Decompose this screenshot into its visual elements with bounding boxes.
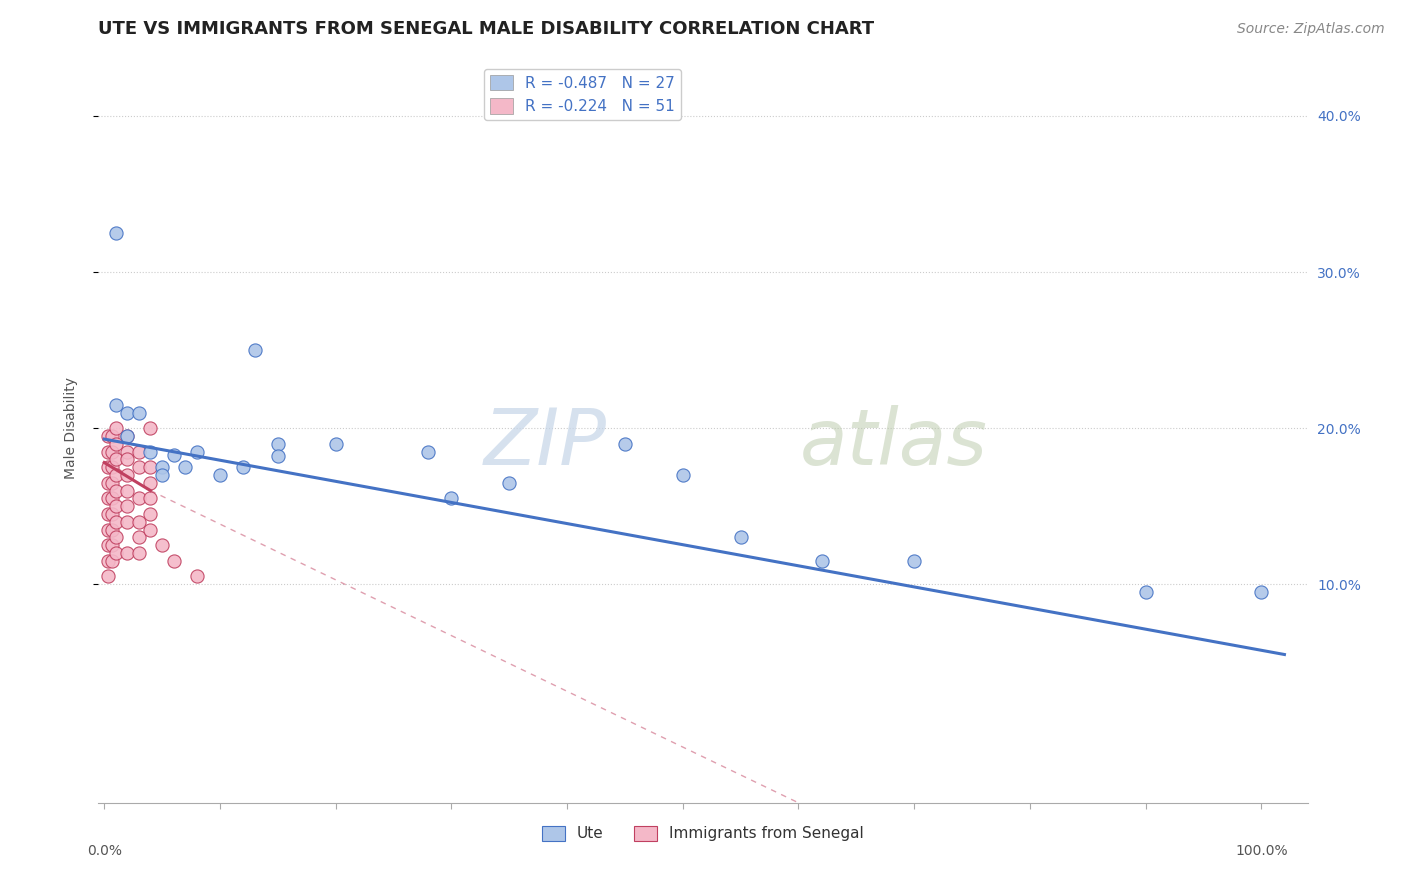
Point — [128, 515, 150, 529]
Point — [267, 436, 290, 450]
Point — [117, 515, 139, 529]
Point — [104, 436, 127, 450]
Point — [97, 554, 120, 568]
Point — [104, 467, 127, 482]
Point — [1250, 585, 1272, 599]
Point — [139, 421, 162, 435]
Point — [498, 475, 520, 490]
Point — [903, 554, 925, 568]
Point — [150, 460, 173, 475]
Point — [139, 523, 162, 537]
Point — [139, 475, 162, 490]
Text: 0.0%: 0.0% — [87, 844, 122, 858]
Point — [139, 460, 162, 475]
Point — [139, 507, 162, 521]
Text: 100.0%: 100.0% — [1234, 844, 1288, 858]
Y-axis label: Male Disability: Male Disability — [63, 377, 77, 479]
Point — [97, 569, 120, 583]
Point — [243, 343, 266, 358]
Point — [101, 444, 124, 458]
Point — [97, 444, 120, 458]
Point — [97, 460, 120, 475]
Point — [325, 436, 347, 450]
Point — [128, 530, 150, 544]
Point — [117, 444, 139, 458]
Point — [97, 491, 120, 506]
Point — [97, 507, 120, 521]
Point — [267, 450, 290, 464]
Point — [104, 500, 127, 514]
Point — [97, 475, 120, 490]
Point — [150, 538, 173, 552]
Point — [139, 491, 162, 506]
Point — [418, 444, 440, 458]
Point — [101, 538, 124, 552]
Point — [128, 491, 150, 506]
Point — [104, 398, 127, 412]
Point — [208, 467, 231, 482]
Point — [232, 460, 254, 475]
Text: atlas: atlas — [800, 405, 987, 481]
Point — [186, 444, 208, 458]
Point — [101, 429, 124, 443]
Point — [672, 467, 695, 482]
Point — [810, 554, 832, 568]
Point — [174, 460, 197, 475]
Point — [101, 475, 124, 490]
Point — [97, 538, 120, 552]
Point — [128, 460, 150, 475]
Point — [101, 523, 124, 537]
Point — [117, 452, 139, 467]
Point — [101, 507, 124, 521]
Point — [104, 546, 127, 560]
Point — [104, 530, 127, 544]
Point — [101, 491, 124, 506]
Point — [104, 483, 127, 498]
Point — [117, 467, 139, 482]
Point — [104, 421, 127, 435]
Point — [117, 405, 139, 420]
Point — [128, 444, 150, 458]
Legend: Ute, Immigrants from Senegal: Ute, Immigrants from Senegal — [536, 820, 870, 847]
Point — [150, 467, 173, 482]
Point — [1135, 585, 1157, 599]
Point — [440, 491, 463, 506]
Point — [128, 546, 150, 560]
Point — [97, 523, 120, 537]
Point — [104, 226, 127, 240]
Text: Source: ZipAtlas.com: Source: ZipAtlas.com — [1237, 22, 1385, 37]
Point — [162, 448, 184, 462]
Point — [117, 429, 139, 443]
Point — [186, 569, 208, 583]
Text: ZIP: ZIP — [484, 405, 606, 481]
Point — [730, 530, 752, 544]
Point — [162, 554, 184, 568]
Point — [613, 436, 636, 450]
Point — [139, 444, 162, 458]
Point — [117, 546, 139, 560]
Point — [117, 500, 139, 514]
Point — [97, 429, 120, 443]
Point — [117, 429, 139, 443]
Point — [104, 452, 127, 467]
Text: UTE VS IMMIGRANTS FROM SENEGAL MALE DISABILITY CORRELATION CHART: UTE VS IMMIGRANTS FROM SENEGAL MALE DISA… — [98, 21, 875, 38]
Point — [104, 515, 127, 529]
Point — [128, 405, 150, 420]
Point — [101, 554, 124, 568]
Point — [117, 483, 139, 498]
Point — [101, 460, 124, 475]
